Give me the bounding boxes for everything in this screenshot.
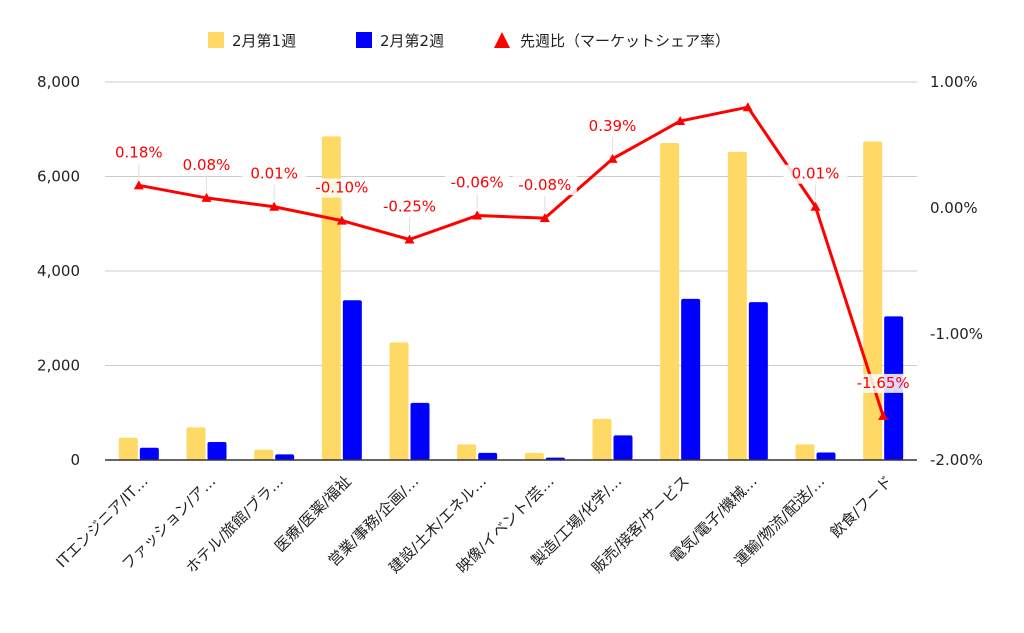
bar-week1 bbox=[118, 437, 138, 460]
bar-week1 bbox=[524, 452, 544, 460]
bar-week1 bbox=[727, 151, 747, 460]
ratio-marker bbox=[675, 116, 686, 126]
data-label: -0.25% bbox=[383, 198, 436, 216]
ratio-marker bbox=[607, 153, 618, 163]
data-label: 0.39% bbox=[589, 117, 637, 135]
ratio-marker bbox=[472, 210, 483, 220]
bar-week1 bbox=[592, 418, 612, 460]
category-labels: ITエンジニア/IT…ファッション/ア…ホテル/旅館/ブラ…医療/医薬/福祉営業… bbox=[53, 472, 896, 577]
data-label-bg bbox=[174, 155, 239, 175]
bar-week2 bbox=[410, 402, 430, 460]
left-tick-label: 6,000 bbox=[37, 168, 80, 186]
ratio-marker bbox=[404, 234, 415, 244]
bar-week2 bbox=[207, 442, 227, 460]
data-label-bg bbox=[377, 197, 442, 217]
data-label: -0.10% bbox=[315, 179, 368, 197]
bar-week2 bbox=[681, 298, 701, 460]
ratio-marker bbox=[269, 201, 280, 211]
ratio-marker bbox=[336, 215, 347, 225]
right-tick-label: -1.00% bbox=[930, 325, 983, 343]
data-label: -0.08% bbox=[518, 176, 571, 194]
left-axis: 0 2,000 4,000 6,000 8,000 bbox=[37, 73, 80, 469]
data-label-bg bbox=[445, 173, 510, 193]
bars bbox=[118, 136, 904, 460]
data-label-bg bbox=[580, 116, 645, 136]
data-label: 0.08% bbox=[183, 156, 231, 174]
bar-week2 bbox=[816, 452, 836, 460]
bar-week1 bbox=[795, 444, 815, 460]
legend-label-week1: 2月第1週 bbox=[232, 32, 296, 50]
bar-week1 bbox=[457, 444, 477, 460]
data-label-bg bbox=[106, 143, 171, 163]
left-tick-label: 0 bbox=[70, 451, 80, 469]
bar-week2 bbox=[613, 435, 633, 460]
data-label: 0.01% bbox=[792, 165, 840, 183]
data-label: -0.06% bbox=[451, 174, 504, 192]
data-label: -1.65% bbox=[857, 374, 910, 392]
ratio-marker bbox=[810, 201, 821, 211]
legend-label-week2: 2月第2週 bbox=[380, 32, 444, 50]
data-label-bg bbox=[851, 373, 916, 393]
left-tick-label: 2,000 bbox=[37, 357, 80, 375]
bar-week1 bbox=[186, 427, 206, 460]
ratio-marker bbox=[201, 192, 212, 202]
data-label-bg bbox=[512, 176, 577, 196]
bar-week2 bbox=[139, 447, 159, 460]
right-tick-label: 0.00% bbox=[930, 199, 978, 217]
right-axis: -2.00% -1.00% 0.00% 1.00% bbox=[930, 73, 983, 469]
bar-week2 bbox=[342, 300, 362, 460]
ratio-marker bbox=[133, 180, 144, 190]
gridlines bbox=[105, 81, 917, 366]
category-label: 飲食/フード bbox=[827, 472, 896, 541]
legend: 2月第1週 2月第2週 先週比（マーケットシェア率） bbox=[208, 32, 730, 50]
left-tick-label: 8,000 bbox=[37, 73, 80, 91]
bar-week2 bbox=[478, 452, 498, 460]
ratio-marker bbox=[878, 410, 889, 420]
bar-week1 bbox=[660, 142, 680, 460]
data-label: 0.18% bbox=[115, 143, 163, 161]
bar-week1 bbox=[254, 449, 274, 460]
ratio-marker bbox=[742, 102, 753, 112]
data-label-bg bbox=[309, 178, 374, 198]
ratio-marker bbox=[539, 213, 550, 223]
bar-week2 bbox=[748, 302, 768, 460]
right-tick-label: 1.00% bbox=[930, 73, 978, 91]
bar-week1 bbox=[863, 141, 883, 460]
right-tick-label: -2.00% bbox=[930, 451, 983, 469]
left-tick-label: 4,000 bbox=[37, 262, 80, 280]
data-label-bg bbox=[242, 164, 307, 184]
ratio-line-series: 0.18% 0.08% 0.01% -0.10% -0.25% -0.06% -0.08% 0… bbox=[106, 102, 916, 420]
legend-swatch-week2 bbox=[356, 32, 372, 48]
legend-swatch-ratio bbox=[494, 32, 510, 48]
data-label-bg bbox=[783, 164, 848, 184]
bar-week1 bbox=[389, 342, 409, 460]
data-label: 0.01% bbox=[250, 165, 298, 183]
legend-label-ratio: 先週比（マーケットシェア率） bbox=[520, 32, 730, 50]
legend-swatch-week1 bbox=[208, 32, 224, 48]
bar-week2 bbox=[275, 454, 295, 460]
ratio-line bbox=[138, 105, 885, 417]
